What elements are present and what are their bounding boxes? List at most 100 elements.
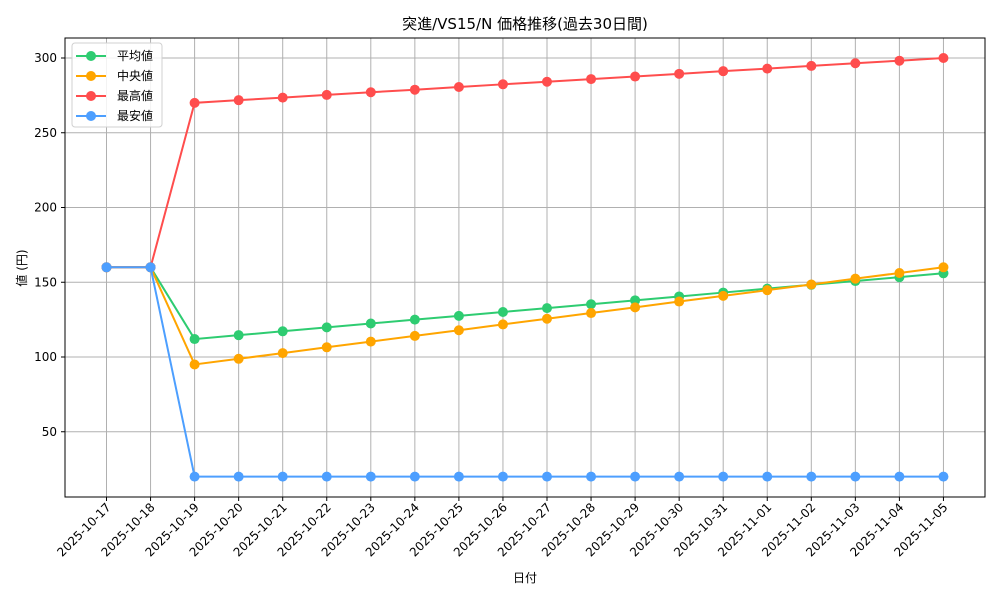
- data-point: [850, 58, 861, 69]
- data-point: [762, 63, 773, 74]
- plot-frame: [64, 37, 986, 498]
- data-point: [189, 471, 200, 482]
- y-tick-label: 300: [34, 51, 57, 65]
- grid-lines: [65, 38, 985, 497]
- legend-marker-icon: [86, 111, 96, 121]
- data-point: [586, 471, 597, 482]
- data-point: [497, 79, 508, 90]
- y-tick-label: 200: [34, 201, 57, 215]
- data-point: [630, 471, 641, 482]
- data-point: [497, 471, 508, 482]
- data-point: [277, 348, 288, 359]
- data-point: [542, 76, 552, 87]
- legend-marker-icon: [86, 71, 96, 81]
- data-point: [277, 471, 288, 482]
- data-point: [894, 55, 905, 66]
- x-axis-ticks: 2025-10-172025-10-182025-10-192025-10-20…: [54, 497, 951, 559]
- data-point: [630, 295, 641, 306]
- data-point: [674, 471, 685, 482]
- data-point: [674, 296, 685, 307]
- series-lines: [101, 53, 949, 482]
- legend-label: 中央値: [117, 68, 153, 83]
- data-point: [365, 87, 376, 98]
- data-point: [321, 89, 332, 100]
- data-point: [850, 273, 861, 284]
- series-中央値: [101, 262, 949, 370]
- data-point: [277, 326, 288, 337]
- legend-item: 平均値: [76, 48, 153, 63]
- y-axis-ticks: 50 100 150 200 250 300: [34, 51, 65, 439]
- data-point: [189, 359, 200, 370]
- data-point: [321, 342, 332, 353]
- data-point: [453, 325, 464, 336]
- data-point: [938, 471, 949, 482]
- data-point: [453, 471, 464, 482]
- data-point: [938, 262, 949, 273]
- data-point: [718, 290, 729, 301]
- data-point: [630, 71, 641, 82]
- data-point: [189, 334, 200, 345]
- data-point: [321, 471, 332, 482]
- y-tick-label: 50: [42, 425, 57, 439]
- data-point: [409, 471, 420, 482]
- data-point: [453, 310, 464, 321]
- data-point: [321, 322, 332, 333]
- data-point: [145, 262, 156, 273]
- data-point: [409, 84, 420, 95]
- y-tick-label: 250: [34, 126, 57, 140]
- data-point: [365, 336, 376, 347]
- data-point: [586, 299, 597, 310]
- data-point: [101, 262, 112, 273]
- data-point: [542, 471, 552, 482]
- y-tick-label: 100: [34, 350, 57, 364]
- legend-item: 最高値: [76, 88, 153, 103]
- data-point: [453, 82, 464, 93]
- series-line: [106, 57, 944, 269]
- series-平均値: [101, 262, 949, 345]
- data-point: [497, 307, 508, 318]
- data-point: [586, 308, 597, 319]
- data-point: [894, 471, 905, 482]
- data-point: [806, 471, 817, 482]
- data-point: [542, 313, 552, 324]
- data-point: [630, 302, 641, 313]
- legend-label: 最高値: [117, 88, 153, 103]
- data-point: [233, 330, 244, 341]
- data-point: [806, 279, 817, 290]
- data-point: [365, 471, 376, 482]
- legend-marker-icon: [86, 91, 96, 101]
- data-point: [894, 267, 905, 278]
- y-axis-label: 値 (円): [14, 249, 29, 286]
- series-line: [106, 266, 944, 478]
- data-point: [409, 330, 420, 341]
- legend-marker-icon: [86, 51, 96, 61]
- data-point: [718, 471, 729, 482]
- data-point: [806, 60, 817, 71]
- series-最安値: [101, 262, 949, 482]
- y-tick-label: 150: [34, 275, 57, 289]
- data-point: [762, 471, 773, 482]
- data-point: [233, 471, 244, 482]
- data-point: [409, 314, 420, 325]
- data-point: [233, 95, 244, 106]
- series-line: [106, 266, 944, 341]
- legend-label: 平均値: [117, 48, 153, 63]
- data-point: [938, 53, 949, 63]
- data-point: [674, 68, 685, 79]
- data-point: [233, 353, 244, 364]
- x-axis-label: 日付: [513, 571, 537, 585]
- data-point: [365, 318, 376, 329]
- data-point: [586, 74, 597, 85]
- data-point: [277, 92, 288, 103]
- data-point: [762, 285, 773, 296]
- data-point: [542, 303, 552, 314]
- legend-label: 最安値: [117, 108, 153, 123]
- data-point: [850, 471, 861, 482]
- data-point: [189, 97, 200, 108]
- chart-title: 突進/VS15/N 価格推移(過去30日間): [402, 15, 648, 33]
- data-point: [497, 319, 508, 330]
- data-point: [718, 66, 729, 77]
- legend-item: 最安値: [76, 108, 153, 123]
